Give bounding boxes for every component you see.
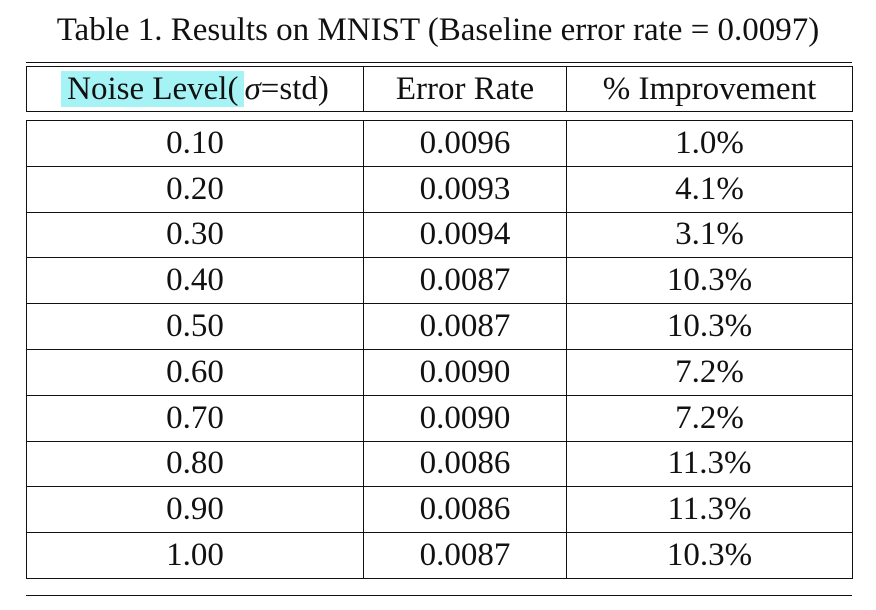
table-row: 0.80 0.0086 11.3%	[26, 440, 853, 488]
header-error-rate: Error Rate	[363, 66, 567, 112]
table-row: 0.60 0.0090 7.2%	[26, 348, 853, 396]
cell-improvement: 11.3%	[566, 486, 853, 534]
cell-error-rate: 0.0093	[363, 165, 567, 213]
cell-noise-level: 0.80	[26, 440, 364, 488]
cell-noise-level: 0.70	[26, 394, 364, 442]
table-row: 0.90 0.0086 11.3%	[26, 486, 853, 534]
cell-error-rate: 0.0090	[363, 394, 567, 442]
cell-improvement: 7.2%	[566, 348, 853, 396]
cell-error-rate: 0.0087	[363, 303, 567, 350]
cell-error-rate: 0.0086	[363, 440, 567, 488]
table-row: 0.70 0.0090 7.2%	[26, 394, 853, 442]
cell-noise-level: 0.20	[26, 165, 364, 213]
table-caption: Table 1. Results on MNIST (Baseline erro…	[56, 12, 820, 48]
cell-noise-level: 0.60	[26, 348, 364, 396]
cell-improvement: 7.2%	[566, 394, 853, 442]
header-noise-sigma: σ	[244, 70, 261, 107]
table-header: Noise Level(σ=std) Error Rate % Improvem…	[26, 66, 853, 112]
table-row: 0.20 0.0093 4.1%	[26, 165, 853, 213]
cell-noise-level: 0.10	[26, 120, 364, 167]
table-row: 0.40 0.0087 10.3%	[26, 257, 853, 305]
cell-error-rate: 0.0087	[363, 532, 567, 579]
cell-error-rate: 0.0086	[363, 486, 567, 534]
cell-noise-level: 1.00	[26, 532, 364, 579]
table-row: 1.00 0.0087 10.3%	[26, 532, 853, 579]
cell-improvement: 4.1%	[566, 165, 853, 213]
cell-error-rate: 0.0090	[363, 348, 567, 396]
cell-error-rate: 0.0094	[363, 211, 567, 259]
table-body: 0.10 0.0096 1.0% 0.20 0.0093 4.1% 0.30 0.0094 3.…	[26, 120, 853, 579]
header-improvement: % Improvement	[566, 66, 853, 112]
header-noise-suffix: =std)	[260, 70, 329, 107]
top-rule	[26, 62, 852, 63]
cell-improvement: 3.1%	[566, 211, 853, 259]
cell-error-rate: 0.0087	[363, 257, 567, 305]
table-row: 0.10 0.0096 1.0%	[26, 120, 853, 167]
cell-improvement: 10.3%	[566, 532, 853, 579]
header-noise-level: Noise Level(σ=std)	[26, 66, 364, 112]
bottom-rule	[26, 595, 852, 596]
cell-improvement: 1.0%	[566, 120, 853, 167]
cell-noise-level: 0.50	[26, 303, 364, 350]
cell-noise-level: 0.30	[26, 211, 364, 259]
header-noise-prefix: Noise Level(	[67, 70, 239, 107]
highlighted-header-text: Noise Level(	[61, 70, 245, 107]
table-row: 0.30 0.0094 3.1%	[26, 211, 853, 259]
cell-error-rate: 0.0096	[363, 120, 567, 167]
cell-improvement: 10.3%	[566, 257, 853, 305]
cell-improvement: 11.3%	[566, 440, 853, 488]
table-row: 0.50 0.0087 10.3%	[26, 303, 853, 350]
cell-noise-level: 0.90	[26, 486, 364, 534]
cell-noise-level: 0.40	[26, 257, 364, 305]
cell-improvement: 10.3%	[566, 303, 853, 350]
